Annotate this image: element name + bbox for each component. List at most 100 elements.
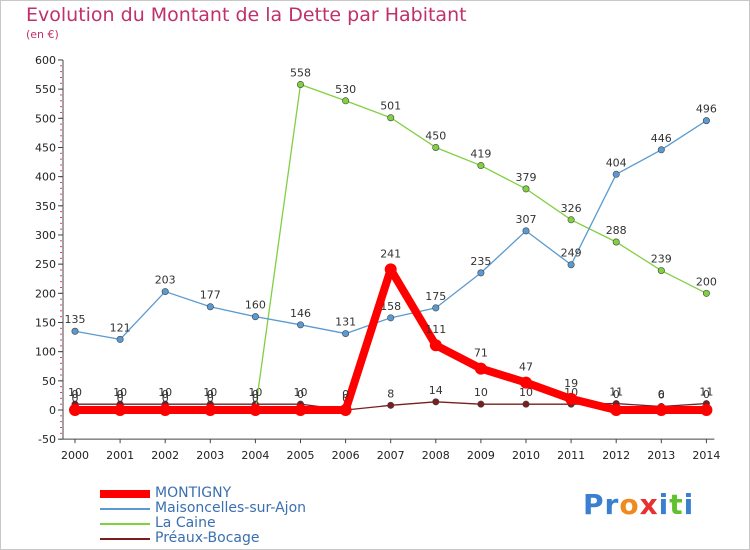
- data-point: [249, 404, 262, 416]
- data-point: [655, 404, 668, 416]
- data-point: [522, 400, 530, 408]
- data-point: [387, 114, 395, 122]
- data-label: 0: [342, 388, 349, 401]
- x-tick-label: 2011: [557, 449, 585, 462]
- data-label: 146: [290, 307, 311, 320]
- logo-letter: x: [639, 488, 659, 521]
- data-label: 0: [72, 388, 79, 401]
- x-tick-label: 2012: [602, 449, 630, 462]
- data-label: 131: [335, 316, 356, 329]
- data-label: 0: [162, 388, 169, 401]
- data-label: 200: [696, 275, 717, 288]
- data-label: 19: [564, 377, 578, 390]
- legend-swatch: [100, 490, 150, 498]
- x-tick-label: 2003: [196, 449, 224, 462]
- data-point: [116, 335, 124, 343]
- data-point: [294, 404, 307, 416]
- data-point: [71, 327, 79, 335]
- legend-label: Maisoncelles-sur-Ajon: [155, 500, 307, 516]
- data-point: [342, 330, 350, 338]
- x-tick-label: 2001: [106, 449, 134, 462]
- data-point: [429, 339, 442, 352]
- legend-swatch: [100, 508, 150, 510]
- x-tick-label: 2004: [241, 449, 269, 462]
- data-label: 47: [519, 361, 533, 374]
- data-label: 241: [380, 247, 401, 260]
- data-label: 160: [245, 299, 266, 312]
- data-label: 0: [252, 392, 259, 405]
- data-point: [251, 313, 259, 321]
- logo-letter: P: [583, 488, 605, 521]
- data-point: [161, 288, 169, 296]
- logo-letter: t: [669, 488, 684, 521]
- data-label: 450: [425, 129, 446, 142]
- data-label: 501: [380, 100, 401, 113]
- y-tick-label: 550: [35, 83, 56, 96]
- data-label: 11: [609, 386, 623, 399]
- data-label: 10: [294, 386, 308, 399]
- data-point: [612, 170, 620, 178]
- proxiti-logo: Proxiti: [583, 488, 694, 521]
- data-label: 8: [387, 387, 394, 400]
- y-tick-label: 100: [35, 346, 56, 359]
- x-tick-label: 2000: [61, 449, 89, 462]
- x-tick-label: 2009: [467, 449, 495, 462]
- x-tick-label: 2010: [512, 449, 540, 462]
- y-tick-label: 400: [35, 171, 56, 184]
- x-tick-label: 2002: [151, 449, 179, 462]
- y-tick-label: 500: [35, 112, 56, 125]
- x-tick-label: 2013: [647, 449, 675, 462]
- data-label: 71: [474, 347, 488, 360]
- data-label: 135: [65, 313, 86, 326]
- data-label: 10: [68, 386, 82, 399]
- data-label: 158: [380, 300, 401, 313]
- legend-label: La Caine: [155, 515, 216, 531]
- data-label: 14: [429, 384, 443, 397]
- y-tick-label: 50: [42, 375, 56, 388]
- y-tick-label: 450: [35, 141, 56, 154]
- data-point: [522, 185, 530, 193]
- data-label: 111: [425, 323, 446, 336]
- data-point: [477, 162, 485, 170]
- data-label: 558: [290, 66, 311, 79]
- data-label: 177: [200, 289, 221, 302]
- data-label: 203: [155, 274, 176, 287]
- data-label: 10: [474, 386, 488, 399]
- y-tick-label: 350: [35, 200, 56, 213]
- data-point: [114, 404, 127, 416]
- logo-letter: o: [619, 488, 640, 521]
- data-point: [432, 143, 440, 151]
- data-label: 0: [72, 392, 79, 405]
- y-tick-label: 300: [35, 229, 56, 242]
- data-point: [204, 404, 217, 416]
- data-label: 10: [113, 386, 127, 399]
- data-label: 10: [158, 386, 172, 399]
- y-tick-label: 200: [35, 287, 56, 300]
- data-label: 11: [699, 386, 713, 399]
- data-label: 0: [162, 392, 169, 405]
- data-point: [522, 227, 530, 235]
- data-point: [474, 362, 487, 375]
- data-point: [610, 404, 623, 416]
- data-point: [384, 263, 397, 276]
- x-tick-label: 2007: [377, 449, 405, 462]
- data-point: [565, 392, 578, 405]
- data-label: 10: [519, 386, 533, 399]
- data-label: 6: [658, 388, 665, 401]
- legend-swatch: [100, 523, 150, 525]
- data-point: [567, 216, 575, 224]
- data-point: [567, 261, 575, 269]
- data-point: [432, 398, 440, 406]
- logo-letter: i: [683, 488, 695, 521]
- data-label: 0: [207, 388, 214, 401]
- y-tick-label: 0: [49, 404, 56, 417]
- data-label: 0: [117, 392, 124, 405]
- logo-letter: r: [604, 488, 620, 521]
- data-label: 379: [516, 171, 537, 184]
- data-label: 404: [606, 156, 627, 169]
- legend-swatch: [100, 538, 150, 540]
- data-label: 326: [561, 202, 582, 215]
- data-point: [700, 404, 713, 416]
